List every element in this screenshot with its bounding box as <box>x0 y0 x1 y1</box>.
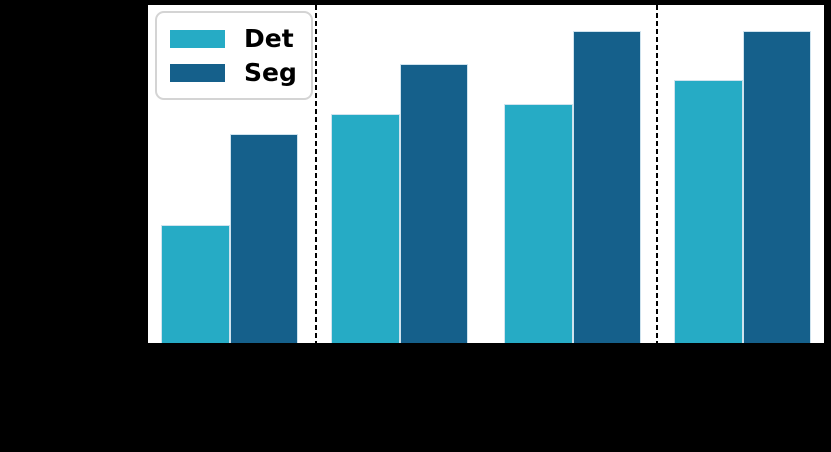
plot-area: Det Seg <box>148 5 824 343</box>
bar-seg-g1 <box>229 134 298 343</box>
group-separator-1 <box>314 5 317 343</box>
legend-swatch-seg <box>170 63 225 82</box>
bar-det-g1 <box>161 225 230 343</box>
bar-det-g4 <box>674 80 743 343</box>
legend-label-det: Det <box>244 24 294 53</box>
legend-row-seg: Seg <box>170 60 301 85</box>
bars-layer <box>148 5 824 343</box>
legend-swatch-det <box>170 29 225 48</box>
legend: Det Seg <box>155 11 313 100</box>
legend-row-det: Det <box>170 26 301 51</box>
group-separator-2 <box>656 5 659 343</box>
bar-det-g2 <box>331 113 400 343</box>
bar-seg-g2 <box>399 64 468 343</box>
bar-seg-g4 <box>742 31 811 343</box>
bar-seg-g3 <box>572 31 641 343</box>
legend-label-seg: Seg <box>244 58 297 87</box>
bar-det-g3 <box>504 104 573 343</box>
